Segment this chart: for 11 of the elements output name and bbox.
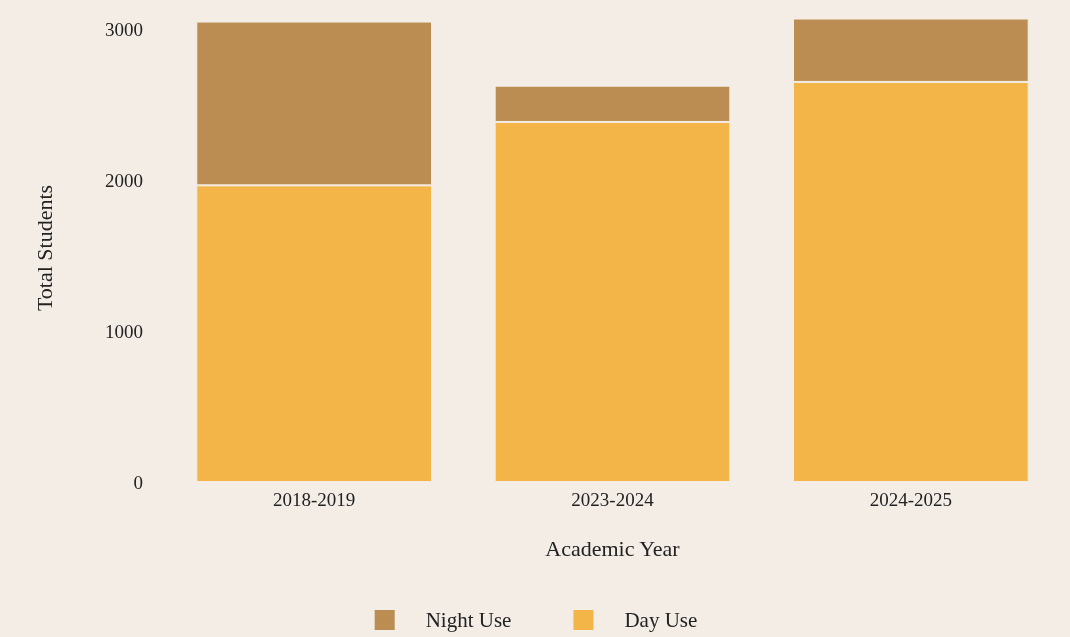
- y-axis-title: Total Students: [31, 184, 57, 312]
- x-tick-label: 2024-2025: [869, 489, 952, 510]
- x-tick-label: 2023-2024: [571, 489, 655, 510]
- legend-label: Night Use: [425, 608, 512, 632]
- x-axis-title: Academic Year: [545, 535, 681, 561]
- legend-label: Day Use: [624, 608, 698, 632]
- y-tick-label: 0: [133, 471, 143, 493]
- x-tick-label: 2018-2019: [273, 489, 356, 510]
- y-tick-label: 1000: [105, 320, 143, 342]
- y-tick-label: 3000: [105, 18, 143, 40]
- y-tick-label: 2000: [105, 169, 143, 191]
